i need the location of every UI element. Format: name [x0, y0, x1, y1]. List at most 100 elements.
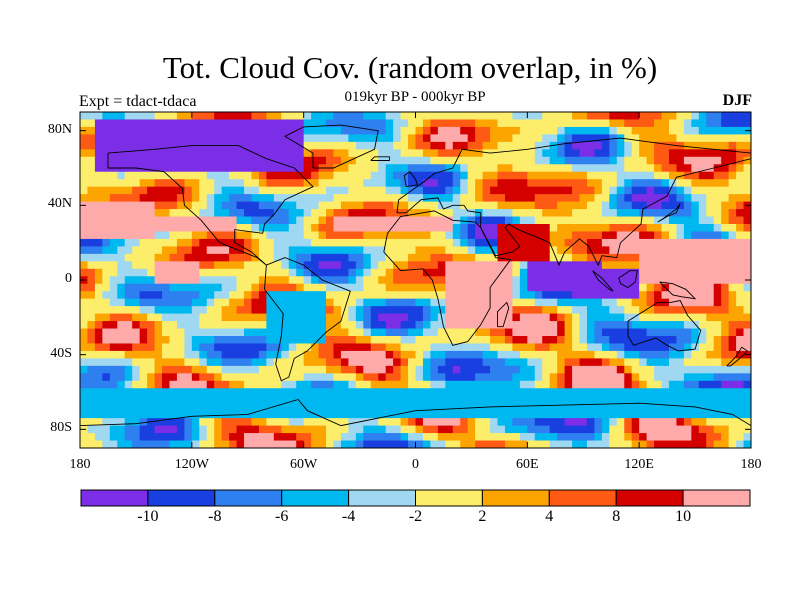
field-cell — [281, 358, 290, 367]
field-cell — [609, 291, 618, 300]
field-cell — [363, 380, 372, 389]
field-cell — [169, 276, 178, 285]
field-cell — [326, 350, 335, 359]
field-cell — [132, 380, 141, 389]
field-cell — [124, 216, 133, 225]
field-cell — [497, 268, 506, 277]
field-cell — [191, 238, 200, 247]
field-cell — [586, 313, 596, 322]
field-cell — [549, 343, 558, 352]
field-cell — [139, 164, 148, 173]
field-cell — [221, 179, 230, 188]
field-cell — [549, 126, 558, 135]
field-cell — [400, 179, 409, 188]
field-cell — [445, 238, 454, 247]
field-cell — [363, 171, 372, 180]
field-cell — [415, 425, 424, 434]
field-cell — [646, 276, 655, 285]
field-cell — [490, 291, 499, 300]
field-cell — [490, 276, 499, 285]
field-cell — [713, 336, 722, 345]
field-cell — [340, 343, 349, 352]
field-cell — [654, 268, 663, 277]
field-cell — [109, 313, 118, 322]
field-cell — [273, 119, 282, 128]
field-cell — [437, 440, 446, 448]
field-cell — [109, 410, 118, 419]
field-cell — [728, 179, 737, 188]
field-cell — [80, 388, 89, 397]
field-cell — [355, 306, 364, 315]
field-cell — [214, 246, 223, 255]
field-cell — [654, 276, 663, 285]
field-cell — [176, 395, 185, 404]
field-cell — [639, 238, 648, 247]
field-cell — [184, 283, 193, 292]
field-cell — [490, 306, 499, 315]
field-cell — [214, 126, 223, 135]
field-cell — [370, 388, 379, 397]
field-cell — [728, 418, 737, 427]
field-cell — [668, 328, 678, 337]
field-cell — [557, 313, 566, 322]
field-cell — [400, 238, 409, 247]
season-label: DJF — [722, 92, 752, 109]
field-cell — [191, 425, 200, 434]
field-cell — [445, 112, 454, 121]
coastline-north-america — [107, 145, 314, 266]
field-cell — [497, 224, 506, 233]
field-cell — [318, 395, 327, 404]
field-cell — [169, 440, 178, 448]
field-cell — [475, 433, 484, 442]
field-cell — [497, 403, 506, 412]
field-cell — [721, 179, 730, 188]
field-cell — [266, 336, 275, 345]
field-cell — [385, 216, 394, 225]
field-cell — [564, 231, 573, 240]
field-cell — [214, 380, 223, 389]
field-cell — [713, 224, 722, 233]
field-cell — [721, 216, 730, 225]
field-cell — [594, 164, 603, 173]
field-cell — [87, 343, 96, 352]
field-cell — [400, 410, 409, 419]
field-cell — [646, 224, 655, 233]
field-cell — [422, 231, 432, 240]
field-cell — [318, 171, 327, 180]
field-cell — [311, 179, 320, 188]
field-cell — [117, 201, 126, 210]
field-cell — [221, 126, 230, 135]
field-cell — [579, 328, 588, 337]
field-cell — [244, 231, 253, 240]
field-cell — [296, 365, 305, 374]
field-cell — [378, 112, 387, 121]
field-cell — [646, 306, 655, 315]
field-cell — [355, 112, 364, 121]
field-cell — [668, 350, 678, 359]
field-cell — [519, 410, 528, 419]
field-cell — [467, 440, 476, 448]
field-cell — [162, 313, 171, 322]
field-cell — [87, 201, 96, 210]
field-cell — [430, 276, 439, 285]
field-cell — [94, 321, 103, 330]
field-cell — [445, 373, 454, 382]
field-cell — [668, 134, 678, 143]
field-cell — [654, 388, 663, 397]
field-cell — [661, 216, 670, 225]
field-cell — [251, 365, 260, 374]
field-cell — [378, 179, 387, 188]
field-cell — [244, 336, 253, 345]
field-cell — [467, 209, 476, 218]
field-cell — [601, 134, 610, 143]
field-cell — [102, 156, 111, 165]
field-cell — [497, 149, 506, 158]
field-cell — [355, 313, 364, 322]
field-cell — [162, 403, 171, 412]
field-cell — [646, 328, 655, 337]
field-cell — [527, 283, 536, 292]
field-cell — [631, 171, 640, 180]
field-cell — [311, 388, 320, 397]
field-cell — [564, 306, 573, 315]
field-cell — [169, 313, 178, 322]
